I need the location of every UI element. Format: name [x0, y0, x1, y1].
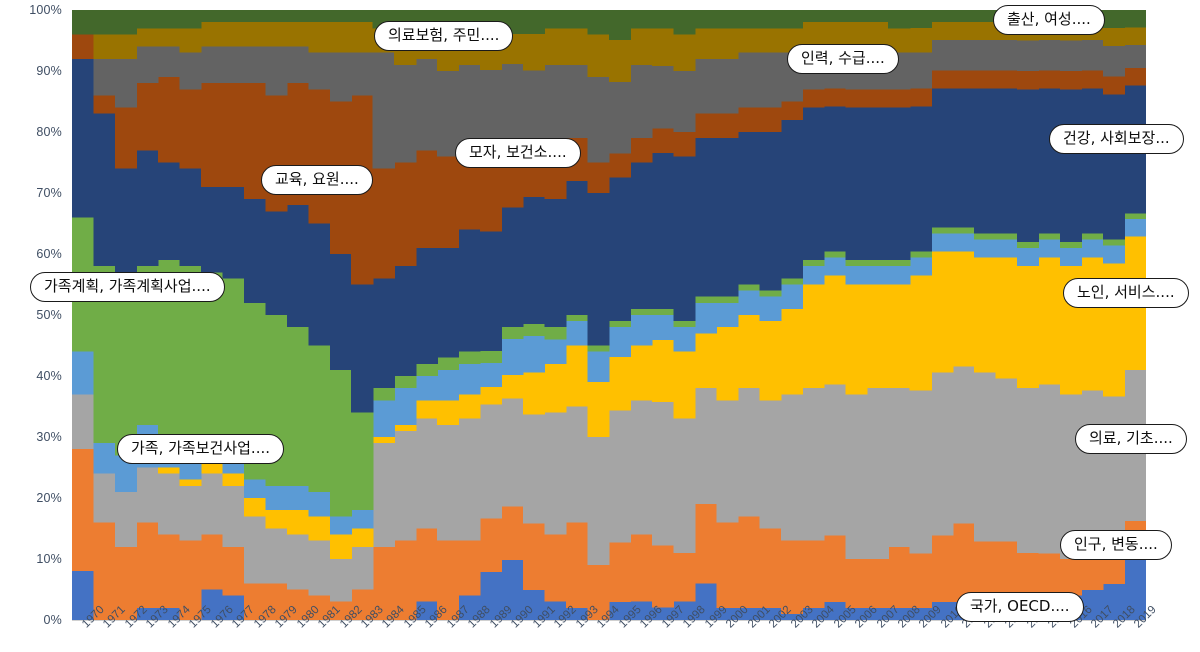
series-callout-education[interactable]: 교육, 요원....	[261, 165, 373, 196]
x-axis-line	[72, 620, 1146, 621]
series-callout-elderly-service[interactable]: 노인, 서비스....	[1063, 278, 1189, 309]
y-axis-tick: 60%	[36, 247, 62, 261]
y-axis-tick: 90%	[36, 64, 62, 78]
y-axis-tick: 20%	[36, 491, 62, 505]
y-axis-tick: 50%	[36, 308, 62, 322]
series-callout-health-insurance[interactable]: 의료보험, 주민....	[374, 21, 514, 52]
y-axis: 0% 10% 20% 30% 40% 50% 60% 70% 80% 90% 100%	[0, 0, 72, 652]
x-axis: 1970 1971 1972 1973 1974 1975 1976 1977 1978 1979…	[72, 604, 1159, 652]
series-band	[72, 58, 1146, 413]
y-axis-tick: 70%	[36, 186, 62, 200]
series-callout-maternal[interactable]: 모자, 보건소....	[455, 138, 581, 169]
y-axis-tick: 80%	[36, 125, 62, 139]
y-axis-tick: 10%	[36, 552, 62, 566]
y-axis-tick: 30%	[36, 430, 62, 444]
y-axis-tick: 100%	[29, 3, 62, 17]
series-band	[72, 366, 1146, 602]
series-callout-birth-women[interactable]: 출산, 여성....	[993, 5, 1105, 36]
series-callout-manpower[interactable]: 인력, 수급....	[787, 44, 899, 75]
series-callout-family-health[interactable]: 가족, 가족보건사업....	[117, 434, 285, 465]
plot-area	[72, 10, 1146, 620]
series-callout-population[interactable]: 인구, 변동....	[1060, 530, 1172, 561]
series-callout-medical-basic[interactable]: 의료, 기초....	[1075, 424, 1187, 455]
y-axis-tick: 40%	[36, 369, 62, 383]
series-band	[72, 449, 1146, 620]
series-band	[72, 213, 1146, 517]
series-band	[72, 219, 1146, 535]
y-axis-tick: 0%	[43, 613, 62, 627]
series-band	[157, 236, 1146, 559]
series-callout-family-planning[interactable]: 가족계획, 가족계획사업....	[30, 272, 225, 303]
plot-svg	[72, 10, 1146, 620]
series-band	[72, 10, 1146, 41]
series-callout-health-security[interactable]: 건강, 사회보장...	[1049, 124, 1184, 155]
series-callout-nation-oecd[interactable]: 국가, OECD....	[956, 592, 1084, 623]
series-band	[93, 22, 1146, 82]
